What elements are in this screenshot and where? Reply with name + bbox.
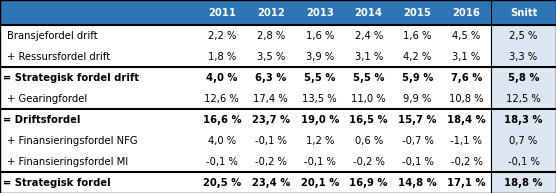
Text: 6,3 %: 6,3 %: [255, 73, 286, 83]
Text: 16,9 %: 16,9 %: [349, 178, 388, 188]
Text: = Strategisk fordel: = Strategisk fordel: [3, 178, 111, 188]
Text: + Ressursfordel drift: + Ressursfordel drift: [7, 52, 110, 62]
Text: 0,6 %: 0,6 %: [355, 135, 383, 146]
Text: 4,0 %: 4,0 %: [208, 135, 236, 146]
Bar: [0, 0, 556, 25]
Bar: [491, 151, 556, 172]
Text: 11,0 %: 11,0 %: [351, 94, 386, 104]
Bar: [0, 46, 556, 67]
Text: 19,0 %: 19,0 %: [300, 114, 339, 124]
Text: 2,2 %: 2,2 %: [207, 30, 236, 41]
Text: 3,3 %: 3,3 %: [509, 52, 538, 62]
Text: -0,1 %: -0,1 %: [255, 135, 287, 146]
Text: 0,7 %: 0,7 %: [509, 135, 538, 146]
Text: + Finansieringsfordel MI: + Finansieringsfordel MI: [7, 157, 128, 167]
Bar: [0, 172, 556, 193]
Text: 2015: 2015: [404, 8, 431, 18]
Text: 9,9 %: 9,9 %: [403, 94, 432, 104]
Bar: [0, 67, 556, 88]
Text: 10,8 %: 10,8 %: [449, 94, 484, 104]
Text: 16,6 %: 16,6 %: [202, 114, 241, 124]
Text: 5,8 %: 5,8 %: [508, 73, 539, 83]
Text: + Gearingfordel: + Gearingfordel: [7, 94, 87, 104]
Text: 16,5 %: 16,5 %: [349, 114, 388, 124]
Text: -1,1 %: -1,1 %: [450, 135, 483, 146]
Bar: [491, 109, 556, 130]
Bar: [491, 88, 556, 109]
Bar: [491, 172, 556, 193]
Text: 2012: 2012: [257, 8, 285, 18]
Text: + Finansieringsfordel NFG: + Finansieringsfordel NFG: [7, 135, 137, 146]
Text: Bransjefordel drift: Bransjefordel drift: [7, 30, 97, 41]
Text: 2011: 2011: [208, 8, 236, 18]
Text: 17,4 %: 17,4 %: [254, 94, 288, 104]
Text: = Driftsfordel: = Driftsfordel: [3, 114, 80, 124]
Text: 1,6 %: 1,6 %: [305, 30, 334, 41]
Text: 23,7 %: 23,7 %: [252, 114, 290, 124]
Text: 5,9 %: 5,9 %: [402, 73, 433, 83]
Text: 20,1 %: 20,1 %: [300, 178, 339, 188]
Text: 4,2 %: 4,2 %: [404, 52, 431, 62]
Text: 4,0 %: 4,0 %: [206, 73, 237, 83]
Text: 3,5 %: 3,5 %: [257, 52, 285, 62]
Text: 2016: 2016: [453, 8, 480, 18]
Text: 12,6 %: 12,6 %: [205, 94, 239, 104]
Text: = Strategisk fordel drift: = Strategisk fordel drift: [3, 73, 139, 83]
Text: 1,6 %: 1,6 %: [403, 30, 432, 41]
Text: 2013: 2013: [306, 8, 334, 18]
Text: 2,5 %: 2,5 %: [509, 30, 538, 41]
Text: 23,4 %: 23,4 %: [251, 178, 290, 188]
Bar: [0, 88, 556, 109]
Text: 12,5 %: 12,5 %: [506, 94, 541, 104]
Text: -0,1 %: -0,1 %: [401, 157, 434, 167]
Bar: [491, 130, 556, 151]
Text: Snitt: Snitt: [510, 8, 537, 18]
Text: 3,1 %: 3,1 %: [453, 52, 480, 62]
Text: 17,1 %: 17,1 %: [447, 178, 486, 188]
Text: 2,4 %: 2,4 %: [355, 30, 383, 41]
Bar: [0, 151, 556, 172]
Text: -0,2 %: -0,2 %: [255, 157, 287, 167]
Bar: [0, 109, 556, 130]
Bar: [0, 130, 556, 151]
Text: 5,5 %: 5,5 %: [304, 73, 335, 83]
Text: 14,8 %: 14,8 %: [398, 178, 437, 188]
Bar: [0, 25, 556, 46]
Text: 3,9 %: 3,9 %: [306, 52, 334, 62]
Text: 15,7 %: 15,7 %: [398, 114, 437, 124]
Text: -0,1 %: -0,1 %: [304, 157, 336, 167]
Text: 18,8 %: 18,8 %: [504, 178, 543, 188]
Text: 2014: 2014: [355, 8, 383, 18]
Text: 1,2 %: 1,2 %: [305, 135, 334, 146]
Text: 3,1 %: 3,1 %: [355, 52, 383, 62]
Text: 2,8 %: 2,8 %: [257, 30, 285, 41]
Text: -0,7 %: -0,7 %: [401, 135, 434, 146]
Text: -0,2 %: -0,2 %: [353, 157, 385, 167]
Text: 5,5 %: 5,5 %: [353, 73, 384, 83]
Bar: [491, 67, 556, 88]
Text: -0,1 %: -0,1 %: [206, 157, 238, 167]
Text: 13,5 %: 13,5 %: [302, 94, 337, 104]
Text: 18,3 %: 18,3 %: [504, 114, 543, 124]
Text: 1,8 %: 1,8 %: [208, 52, 236, 62]
Text: -0,1 %: -0,1 %: [508, 157, 539, 167]
Text: 18,4 %: 18,4 %: [447, 114, 486, 124]
Bar: [491, 25, 556, 46]
Text: 4,5 %: 4,5 %: [453, 30, 480, 41]
Text: -0,2 %: -0,2 %: [450, 157, 483, 167]
Text: 7,6 %: 7,6 %: [451, 73, 482, 83]
Bar: [491, 46, 556, 67]
Text: 20,5 %: 20,5 %: [203, 178, 241, 188]
